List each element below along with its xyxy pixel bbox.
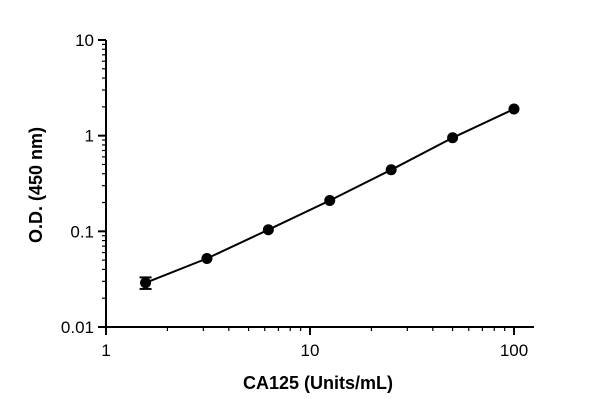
data-point xyxy=(385,164,397,176)
y-axis-title: O.D. (450 nm) xyxy=(26,127,46,243)
axis-ticks: 0.01 0.1 1 10 1 10 100 xyxy=(61,31,528,360)
x-tick-label: 10 xyxy=(301,341,320,360)
y-tick-label: 0.1 xyxy=(70,222,94,241)
data-point xyxy=(262,224,274,236)
data-point xyxy=(140,277,152,289)
data-point xyxy=(447,132,459,144)
data-point xyxy=(508,103,520,115)
y-tick-label: 1 xyxy=(85,127,94,146)
x-axis-title: CA125 (Units/mL) xyxy=(243,373,393,393)
data-point xyxy=(201,253,213,265)
axes xyxy=(105,40,534,328)
x-tick-label: 1 xyxy=(101,341,110,360)
data-point xyxy=(324,195,336,207)
y-tick-label: 0.01 xyxy=(61,318,94,337)
plot-area xyxy=(139,103,520,290)
y-tick-label: 10 xyxy=(75,31,94,50)
x-tick-label: 100 xyxy=(500,341,528,360)
